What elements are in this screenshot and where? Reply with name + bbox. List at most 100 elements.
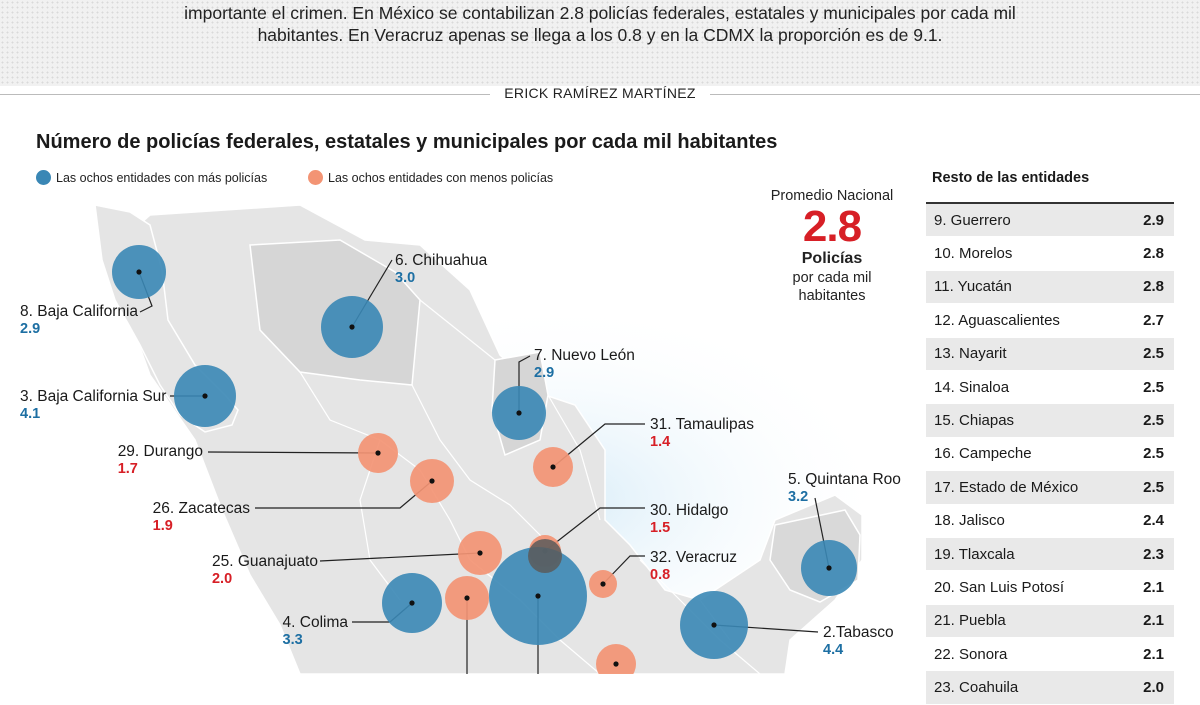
rest-row: 9. Guerrero 2.9 xyxy=(926,204,1174,238)
rest-row: 21. Puebla 2.1 xyxy=(926,604,1174,639)
avg-unit: Policías xyxy=(801,250,863,267)
label-value-26-zacatecas: 1.9 xyxy=(153,518,173,534)
label-value-25-guanajuato: 2.0 xyxy=(212,571,232,587)
label-value-4-colima: 3.3 xyxy=(283,632,303,648)
legend-high-swatch xyxy=(36,170,51,185)
legend-low-swatch xyxy=(308,170,323,185)
bubble-dot-michoacán xyxy=(464,595,470,601)
legend-high: Las ochos entidades con más policías xyxy=(36,170,267,185)
rest-row-value: 2.7 xyxy=(1143,311,1164,329)
label-name-5-quintana-roo: 5. Quintana Roo xyxy=(788,471,901,488)
rest-row: 13. Nayarit 2.5 xyxy=(926,337,1174,371)
rest-row: 19. Tlaxcala 2.3 xyxy=(926,537,1174,572)
bubble-dot-25-guanajuato xyxy=(477,550,483,556)
label-value-7-nuevo-león: 2.9 xyxy=(534,365,554,381)
rest-row-label: 11. Yucatán xyxy=(934,278,1012,296)
label-name-4-colima: 4. Colima xyxy=(283,614,349,631)
label-value-29-durango: 1.7 xyxy=(118,461,138,477)
byline-row: ERICK RAMÍREZ MARTÍNEZ xyxy=(0,82,1200,106)
rest-row: 15. Chiapas 2.5 xyxy=(926,404,1174,438)
label-value-31-tamaulipas: 1.4 xyxy=(650,434,670,450)
rest-row-value: 2.1 xyxy=(1143,578,1164,596)
byline-rule-right xyxy=(710,94,1200,95)
rest-row: 16. Campeche 2.5 xyxy=(926,437,1174,472)
intro-line-2: habitantes. En Veracruz apenas se llega … xyxy=(257,25,943,45)
rest-row-value: 2.1 xyxy=(1143,645,1164,663)
label-value-5-quintana-roo: 3.2 xyxy=(788,489,808,505)
label-value-6-chihuahua: 3.0 xyxy=(395,270,415,286)
avg-value: 2.8 xyxy=(802,202,862,251)
label-value-3-baja-california-sur: 4.1 xyxy=(20,406,40,422)
label-name-3-baja-california-sur: 3. Baja California Sur xyxy=(20,388,166,405)
bubble-dot-2-tabasco xyxy=(711,622,717,628)
byline-rule-left xyxy=(0,94,490,95)
avg-label-top: Promedio Nacional xyxy=(770,188,894,204)
bubble-dot-31-tamaulipas xyxy=(550,464,556,470)
cdmx-marker xyxy=(528,539,562,573)
rest-row: 23. Coahuila 2.0 xyxy=(926,671,1174,705)
rest-table: 9. Guerrero 2.9 10. Morelos 2.8 11. Yucatán 2… xyxy=(926,202,1174,705)
bubble-dot-3-baja-california-sur xyxy=(202,393,208,399)
rest-row-value: 2.8 xyxy=(1143,278,1164,296)
rest-row-label: 9. Guerrero xyxy=(934,211,1011,229)
rest-row-label: 18. Jalisco xyxy=(934,512,1005,530)
label-name-8-baja-california: 8. Baja California xyxy=(20,303,138,320)
bubble-dot-8-baja-california xyxy=(136,269,142,275)
rest-row: 14. Sinaloa 2.5 xyxy=(926,370,1174,405)
rest-row-value: 2.5 xyxy=(1143,378,1164,396)
legend-high-label: Las ochos entidades con más policías xyxy=(56,171,268,185)
rest-row-label: 23. Coahuila xyxy=(934,679,1019,697)
rest-row-value: 2.0 xyxy=(1143,679,1164,697)
rest-row-value: 2.3 xyxy=(1143,545,1164,563)
label-name-29-durango: 29. Durango xyxy=(118,443,203,460)
leader-line-30-hidalgo xyxy=(544,507,645,552)
rest-row-label: 17. Estado de México xyxy=(934,478,1079,496)
rest-title: Resto de las entidades xyxy=(932,170,1090,186)
rest-row: 10. Morelos 2.8 xyxy=(926,237,1174,271)
label-name-31-tamaulipas: 31. Tamaulipas xyxy=(650,416,754,433)
rest-row: 12. Aguascalientes 2.7 xyxy=(926,304,1174,338)
rest-row-label: 19. Tlaxcala xyxy=(934,545,1015,563)
bubble-dot-7-nuevo-león xyxy=(516,410,522,416)
label-value-8-baja-california: 2.9 xyxy=(20,321,40,337)
chart-title: Número de policías federales, estatales … xyxy=(36,131,778,153)
label-name-2-tabasco: 2.Tabasco xyxy=(823,624,894,641)
bubble-oaxaca xyxy=(596,644,636,674)
rest-row-label: 10. Morelos xyxy=(934,245,1013,263)
label-value-2-tabasco: 4.4 xyxy=(823,642,843,658)
rest-row-label: 12. Aguascalientes xyxy=(934,311,1060,329)
label-value-30-hidalgo: 1.5 xyxy=(650,520,670,536)
leader-line-25-guanajuato xyxy=(319,552,481,562)
bubble-dot-oaxaca xyxy=(613,661,619,667)
rest-row-value: 2.5 xyxy=(1143,412,1164,430)
label-name-32-veracruz: 32. Veracruz xyxy=(650,549,737,566)
label-name-25-guanajuato: 25. Guanajuato xyxy=(212,553,318,570)
leader-line-31-tamaulipas xyxy=(552,423,645,468)
rest-row-label: 14. Sinaloa xyxy=(934,378,1010,396)
rest-row: 22. Sonora 2.1 xyxy=(926,638,1174,672)
rest-row-label: 21. Puebla xyxy=(934,612,1006,630)
rest-row-value: 2.5 xyxy=(1143,345,1164,363)
label-name-7-nuevo-león: 7. Nuevo León xyxy=(534,347,635,364)
rest-row-label: 15. Chiapas xyxy=(934,412,1015,430)
rest-row: 18. Jalisco 2.4 xyxy=(926,504,1174,538)
rest-row-label: 22. Sonora xyxy=(934,645,1008,663)
intro-panel: importante el crimen. En México se conta… xyxy=(0,0,1200,86)
bubble-dot-5-quintana-roo xyxy=(826,565,832,571)
rest-row: 17. Estado de México 2.5 xyxy=(926,471,1174,505)
intro-text: importante el crimen. En México se conta… xyxy=(150,2,1050,46)
rest-row-label: 13. Nayarit xyxy=(934,345,1007,363)
rest-row: 11. Yucatán 2.8 xyxy=(926,270,1174,305)
bubble-dot-29-durango xyxy=(375,450,381,456)
rest-row-value: 2.1 xyxy=(1143,612,1164,630)
rest-row-value: 2.5 xyxy=(1143,445,1164,463)
label-name-30-hidalgo: 30. Hidalgo xyxy=(650,502,728,519)
rest-row-value: 2.8 xyxy=(1143,245,1164,263)
rest-row-value: 2.5 xyxy=(1143,478,1164,496)
rest-row-value: 2.4 xyxy=(1143,512,1164,530)
legend-low: Las ochos entidades con menos policías xyxy=(308,170,553,185)
bubble-dot-cdmx xyxy=(535,593,541,599)
rest-row-label: 16. Campeche xyxy=(934,445,1032,463)
